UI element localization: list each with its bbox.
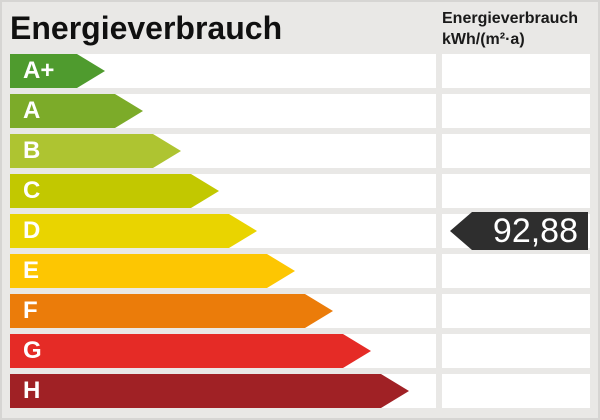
rating-arrow: F (10, 294, 333, 328)
value-marker-arrow: 92,88 (450, 212, 588, 250)
unit-header-line2: kWh/(m²·a) (442, 31, 525, 48)
unit-header: Energieverbrauch kWh/(m²·a) (442, 8, 578, 50)
rating-label: C (23, 177, 41, 204)
rating-label: G (23, 337, 42, 364)
rating-label: A+ (23, 57, 55, 84)
scale-row: F (10, 294, 590, 328)
value-cell (442, 54, 590, 88)
rating-track: H (10, 374, 436, 408)
page-title: Energieverbrauch (10, 10, 283, 46)
rating-track: B (10, 134, 436, 168)
value-cell: 92,88 (442, 212, 590, 250)
value-cell (442, 134, 590, 168)
rating-track: A+ (10, 54, 436, 88)
scale-row: D 92,88 (10, 212, 590, 250)
value-cell (442, 174, 590, 208)
scale-row: G (10, 334, 590, 368)
scale-row: H (10, 374, 590, 408)
scale-row: A (10, 94, 590, 128)
rating-arrow: A+ (10, 54, 105, 88)
value-cell (442, 94, 590, 128)
rating-label: B (23, 137, 41, 164)
value-cell (442, 294, 590, 328)
rating-track: F (10, 294, 436, 328)
value-cell (442, 334, 590, 368)
value-cell (442, 374, 590, 408)
value-marker-text: 92,88 (492, 212, 578, 250)
rating-label: H (23, 377, 41, 404)
rating-label: D (23, 217, 41, 244)
rating-arrow: D (10, 214, 257, 248)
rating-label: A (23, 97, 41, 124)
rating-track: E (10, 254, 436, 288)
scale-row: A+ (10, 54, 590, 88)
rating-label: F (23, 297, 38, 324)
rating-track: A (10, 94, 436, 128)
value-cell (442, 254, 590, 288)
rating-label: E (23, 257, 40, 284)
scale-row: C (10, 174, 590, 208)
rating-track: C (10, 174, 436, 208)
rating-track: G (10, 334, 436, 368)
scale-rows: A+ A B (10, 54, 590, 414)
rating-arrow: B (10, 134, 181, 168)
rating-arrow: A (10, 94, 143, 128)
rating-arrow: H (10, 374, 409, 408)
rating-arrow: G (10, 334, 371, 368)
rating-arrow: E (10, 254, 295, 288)
scale-row: E (10, 254, 590, 288)
rating-track: D (10, 214, 436, 248)
scale-row: B (10, 134, 590, 168)
rating-arrow: C (10, 174, 219, 208)
unit-header-line1: Energieverbrauch (442, 10, 579, 27)
